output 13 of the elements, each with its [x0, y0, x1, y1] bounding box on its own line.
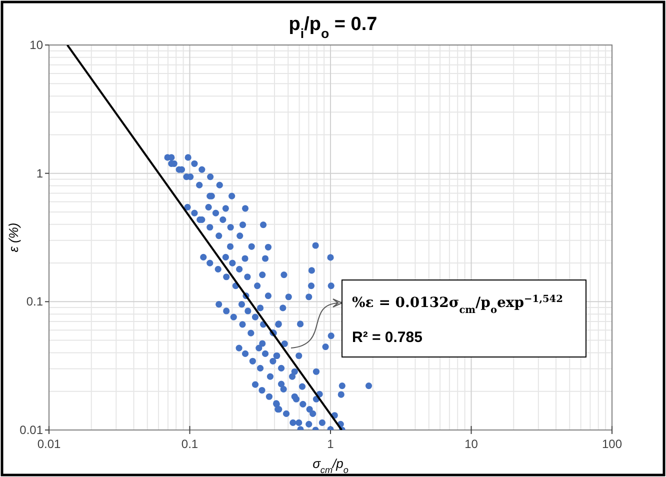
y-tick-label: 10	[30, 38, 44, 52]
x-tick-label: 10	[464, 437, 478, 451]
x-tick-label: 100	[602, 437, 622, 451]
y-axis-title: ε (%)	[6, 222, 21, 252]
x-tick-label: 1	[327, 437, 334, 451]
annotation: R² = 0.785	[352, 329, 422, 346]
x-axis-title: σ$_{cm}$/p$_{o}$	[312, 456, 348, 475]
y-tick-label: 1	[36, 166, 44, 180]
y-tick-label: 0.01	[20, 423, 44, 437]
y-tick-label: 0.1	[26, 294, 44, 309]
x-tick-label: 0.1	[181, 437, 198, 451]
annotation: %ε = 0.0132σ$_{cm}$/p$_{o}$exp$^{−1,542}$	[352, 294, 563, 316]
chart-title: p$_{i}$/p$_{o}$ = 0.7	[288, 14, 378, 40]
